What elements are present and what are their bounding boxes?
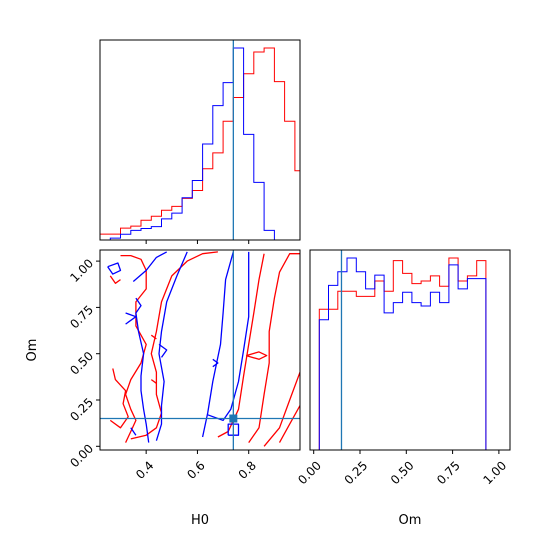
contour-series_a-3 [217,253,265,438]
om-tick-label-1: 0.25 [342,458,371,487]
contour-series_b-5 [201,251,234,438]
contour-series_b-10 [130,427,137,436]
contour-series_a-6 [278,405,300,443]
contour-series_b-7 [125,312,137,325]
om-left-tick-label-3: 0.75 [67,303,96,332]
contour-plot-area [100,250,300,450]
contour-series_a-9 [150,379,157,384]
contour-series_a-2 [109,368,129,429]
contour-series_b-4 [207,251,250,422]
h0-histogram-panel [99,39,301,244]
om-histogram-panel: 0.00 0.25 0.50 0.75 1.00 [295,249,511,487]
om-tick-label-0: 0.00 [295,458,324,487]
om-histogram-plot-area [310,250,503,450]
truth-marker [229,414,238,423]
contour-series_b-1 [132,251,168,282]
om-left-tick-label-4: 1.00 [67,256,96,285]
x-axis-label-h0: H0 [191,513,209,528]
h0-tick-label-1: 0.6 [184,458,207,481]
contour-series_a-5 [263,371,300,447]
contour-series_a-0 [120,254,147,443]
om-tick-label-4: 1.00 [480,458,509,487]
om-left-tick-label-2: 0.50 [67,349,96,378]
h0-hist-series_b [100,47,300,240]
contour-series_a-1 [130,251,218,440]
om-left-tick-label-0: 0.00 [67,441,96,470]
x-axis-label-om: Om [399,513,422,528]
h0-tick-label-2: 0.8 [236,458,259,481]
om-tick-label-2: 0.50 [388,458,417,487]
contour-frame [99,249,301,451]
om-left-tick-label-1: 0.25 [67,395,96,424]
contour-series_b-2 [135,297,150,443]
om-histogram-frame [309,249,511,451]
contour-series_a-8 [109,275,121,284]
contour-series_a-10 [150,334,157,340]
h0-histogram-plot-area [100,40,300,240]
h0-tick-label-0: 0.4 [133,458,156,481]
h0-hist-series_a [100,47,300,240]
h0-histogram-frame [99,39,301,241]
h0-om-contour-panel: 0.4 0.6 0.8 0.00 0.25 0.50 0.75 1.00 [67,249,301,482]
contour-series_a-4 [248,253,300,443]
contour-series_b-6 [227,423,240,436]
y-axis-label-om: Om [25,339,40,362]
contour-series_b-8 [158,343,168,358]
contour-series_b-9 [212,358,219,368]
om-tick-label-3: 0.75 [434,458,463,487]
contour-series_a-7 [246,351,268,360]
om-hist-series_a [310,257,503,450]
contour-series_b-0 [107,262,122,275]
om-hist-series_b [310,257,503,450]
